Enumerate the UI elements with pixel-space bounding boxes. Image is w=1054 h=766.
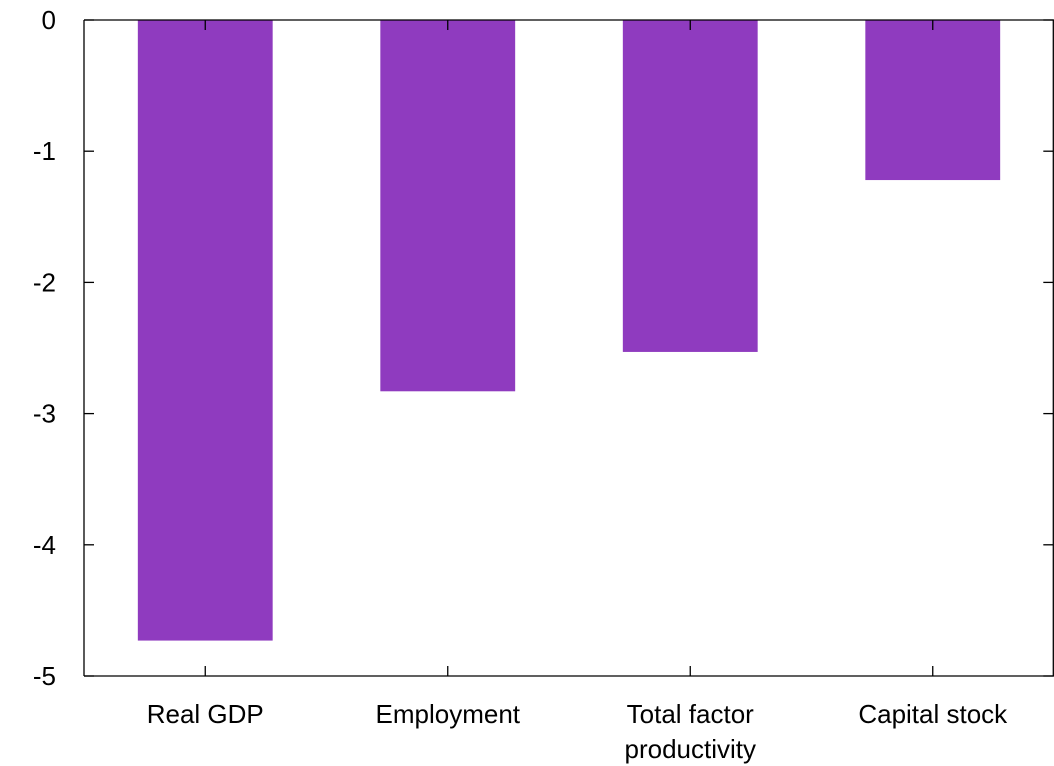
plot-frame (83, 19, 1054, 677)
bar-group (137, 20, 1001, 641)
x-tick-label: Capital stock (858, 699, 1008, 729)
y-axis-ticks: 0 -1 -2 -3 -4 -5 (33, 5, 1054, 691)
y-tick-label: -5 (33, 661, 56, 691)
bar-3 (865, 20, 1001, 181)
y-tick-label: -4 (33, 530, 56, 560)
y-tick-label: 0 (42, 5, 56, 35)
x-tick-label: Employment (376, 699, 521, 729)
y-tick-label: -1 (33, 136, 56, 166)
bar-1 (380, 20, 516, 392)
x-axis-ticks: Real GDP Employment Total factor productivi… (147, 20, 1008, 764)
x-tick-label: Real GDP (147, 699, 264, 729)
x-tick-label: Total factor productivity (625, 699, 757, 764)
y-tick-label: -2 (33, 267, 56, 297)
y-tick-label: -3 (33, 399, 56, 429)
bar-2 (622, 20, 758, 352)
bar-0 (137, 20, 273, 641)
